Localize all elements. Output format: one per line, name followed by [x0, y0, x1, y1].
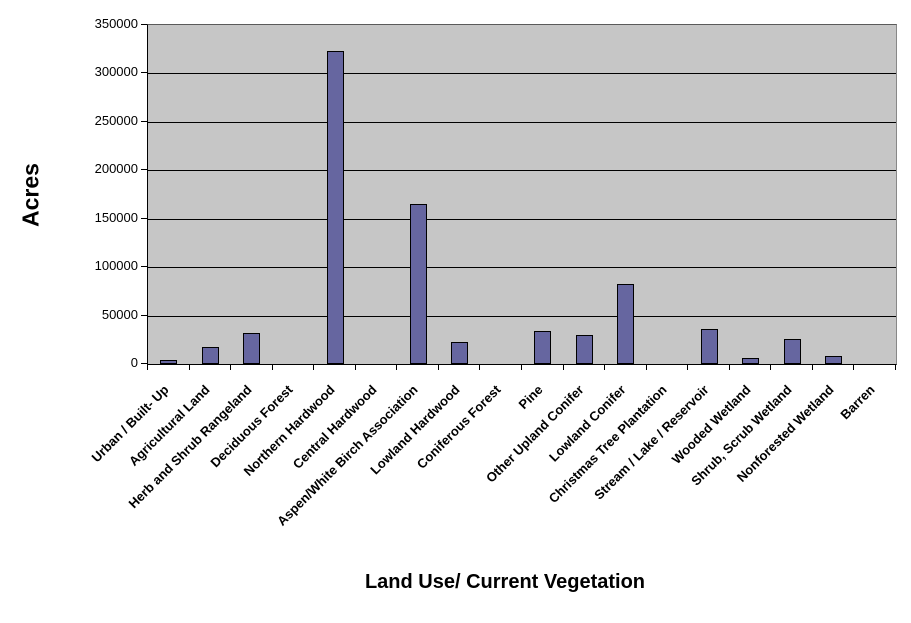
y-tick-label: 350000	[94, 16, 138, 31]
y-tick-mark	[141, 218, 147, 219]
x-tick-mark	[438, 365, 439, 370]
gridline	[148, 170, 896, 171]
bar	[160, 360, 177, 364]
plot-area	[147, 24, 897, 365]
bar	[327, 51, 344, 364]
y-tick-label: 0	[130, 355, 138, 370]
bar	[784, 339, 801, 364]
x-tick-mark	[147, 365, 148, 370]
gridline	[148, 73, 896, 74]
bar	[451, 342, 468, 364]
x-tick-mark	[687, 365, 688, 370]
gridline	[148, 122, 896, 123]
y-tick-label: 200000	[94, 161, 138, 176]
bar	[576, 335, 593, 364]
bar	[243, 333, 260, 364]
gridline	[148, 219, 896, 220]
y-tick-label: 100000	[94, 258, 138, 273]
bar	[742, 358, 759, 364]
bar	[410, 204, 427, 364]
y-tick-mark	[141, 266, 147, 267]
x-tick-mark	[521, 365, 522, 370]
gridline	[148, 316, 896, 317]
x-tick-mark	[729, 365, 730, 370]
x-tick-mark	[812, 365, 813, 370]
y-tick-mark	[141, 315, 147, 316]
bar	[825, 356, 842, 364]
y-tick-mark	[141, 169, 147, 170]
y-tick-mark	[141, 363, 147, 364]
x-tick-mark	[646, 365, 647, 370]
x-tick-mark	[189, 365, 190, 370]
x-tick-mark	[853, 365, 854, 370]
bar	[617, 284, 634, 364]
y-tick-label: 150000	[94, 210, 138, 225]
bar	[701, 329, 718, 364]
bar	[534, 331, 551, 364]
y-tick-label: 250000	[94, 113, 138, 128]
bar	[202, 347, 219, 364]
x-tick-mark	[313, 365, 314, 370]
y-tick-mark	[141, 24, 147, 25]
x-tick-mark	[604, 365, 605, 370]
x-tick-mark	[272, 365, 273, 370]
y-tick-mark	[141, 72, 147, 73]
x-tick-mark	[770, 365, 771, 370]
x-tick-mark	[396, 365, 397, 370]
x-tick-mark	[895, 365, 896, 370]
gridline	[148, 267, 896, 268]
x-tick-mark	[230, 365, 231, 370]
x-tick-mark	[563, 365, 564, 370]
x-axis-title: Land Use/ Current Vegetation	[364, 571, 646, 593]
y-tick-label: 50000	[101, 307, 138, 322]
x-category-label: Herb and Shrub Rangeland	[125, 382, 255, 512]
x-tick-mark	[355, 365, 356, 370]
y-tick-label: 300000	[94, 64, 138, 79]
x-category-label: Agricultural Land	[125, 382, 213, 469]
y-tick-mark	[141, 121, 147, 122]
x-tick-mark	[479, 365, 480, 370]
